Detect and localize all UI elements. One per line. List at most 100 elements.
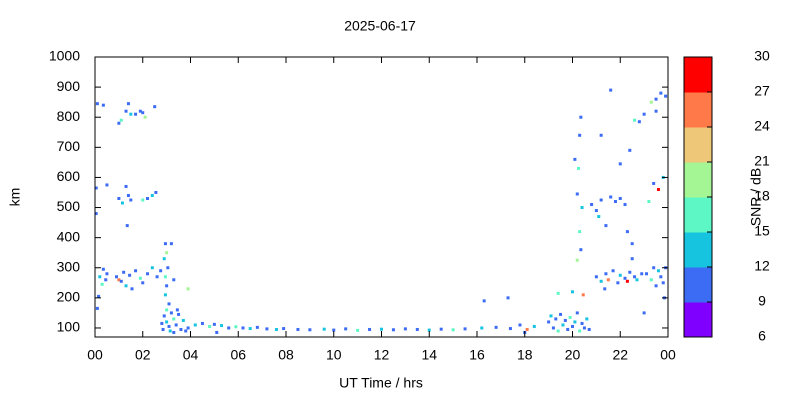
echo-point (654, 109, 658, 113)
echo-point (126, 193, 130, 197)
y-tick-label: 300 (57, 258, 81, 274)
echo-point (234, 325, 238, 329)
echo-point (150, 266, 154, 270)
echo-point (169, 311, 173, 315)
y-tick-label: 100 (57, 319, 81, 335)
echo-point (165, 251, 169, 255)
echo-point (162, 257, 166, 261)
echo-point (155, 275, 159, 279)
echo-point (494, 325, 498, 329)
echo-point (94, 212, 98, 216)
echo-point (193, 323, 197, 327)
echo-point (181, 318, 185, 322)
echo-point (119, 118, 123, 122)
echo-point (391, 328, 395, 332)
echo-point (134, 112, 138, 116)
echo-point (637, 120, 641, 124)
echo-point (573, 157, 577, 161)
echo-point (649, 278, 653, 282)
echo-point (556, 329, 560, 333)
echo-point (549, 314, 553, 318)
y-tick-label: 1000 (49, 48, 80, 64)
echo-point (255, 325, 259, 329)
colorbar-tick-label: 18 (754, 188, 770, 204)
echo-point (554, 317, 558, 321)
echo-point (177, 312, 181, 316)
echo-point (575, 311, 579, 315)
echo-point (649, 100, 653, 104)
echo-point (134, 269, 138, 273)
echo-point (124, 184, 128, 188)
echo-point (146, 272, 150, 276)
echo-point (599, 198, 603, 202)
echo-point (594, 275, 598, 279)
echo-point (652, 181, 656, 185)
echo-point (150, 193, 154, 197)
x-tick-label: 16 (469, 347, 485, 363)
echo-point (573, 320, 577, 324)
echo-point (480, 326, 484, 330)
echo-point (172, 317, 176, 321)
echo-point (580, 321, 584, 325)
echo-point (322, 327, 326, 331)
echo-point (220, 324, 224, 328)
colorbar-band (684, 127, 712, 163)
x-tick-label: 10 (326, 347, 342, 363)
echo-point (332, 328, 336, 332)
echo-point (597, 215, 601, 219)
echo-point (578, 133, 582, 137)
colorbar-tick-label: 9 (758, 293, 766, 309)
echo-point (308, 328, 312, 332)
echo-point (656, 269, 660, 273)
x-tick-label: 06 (230, 347, 246, 363)
echo-point (169, 242, 173, 246)
echo-point (599, 133, 603, 137)
echo-point (174, 323, 178, 327)
echo-point (172, 278, 176, 282)
echo-point (659, 275, 663, 279)
echo-point (274, 327, 278, 331)
echo-point (451, 328, 455, 332)
echo-point (587, 327, 591, 331)
echo-point (656, 187, 660, 191)
echo-point (566, 327, 570, 331)
y-tick-label: 500 (57, 198, 81, 214)
echo-point (628, 148, 632, 152)
x-tick-label: 00 (660, 347, 676, 363)
echo-point (568, 315, 572, 319)
echo-point (163, 275, 167, 279)
echo-point (138, 109, 142, 113)
echo-point (623, 276, 627, 280)
echo-point (594, 209, 598, 213)
echo-point (344, 327, 348, 331)
echo-point (482, 299, 486, 303)
x-tick-label: 12 (374, 347, 390, 363)
echo-point (160, 321, 164, 325)
echo-point (101, 103, 105, 107)
echo-point (611, 269, 615, 273)
echo-point (618, 197, 622, 201)
echo-point (556, 291, 560, 295)
y-tick-label: 800 (57, 108, 81, 124)
echo-point (117, 278, 121, 282)
echo-point (561, 323, 565, 327)
echo-point (604, 224, 608, 228)
echo-point (165, 308, 169, 312)
echo-point (119, 279, 123, 283)
echo-point (642, 112, 646, 116)
echo-point (439, 327, 443, 331)
echo-point (575, 192, 579, 196)
echo-point (403, 327, 407, 331)
echo-point (143, 115, 147, 119)
echo-point (124, 284, 128, 288)
echo-point (122, 270, 126, 274)
echo-point (128, 273, 132, 277)
echo-point (208, 324, 212, 328)
echo-point (296, 327, 300, 331)
echo-point (179, 327, 183, 331)
echo-point (95, 306, 99, 310)
y-axis-label: km (7, 188, 23, 207)
echo-point (241, 326, 245, 330)
echo-point (175, 308, 179, 312)
echo-point (463, 327, 467, 331)
